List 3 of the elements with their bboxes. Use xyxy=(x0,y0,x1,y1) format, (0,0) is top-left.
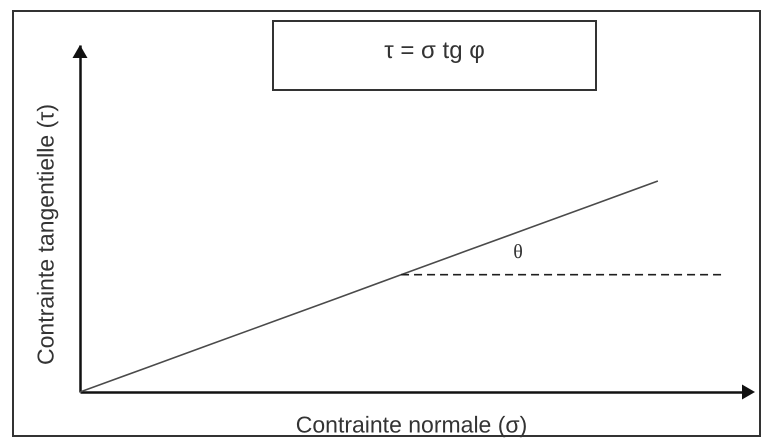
annotation: θ xyxy=(513,241,523,263)
y-axis-title: Contrainte tangentielle (τ) xyxy=(32,104,58,365)
chart-title: τ = σ tg φ xyxy=(384,37,485,64)
